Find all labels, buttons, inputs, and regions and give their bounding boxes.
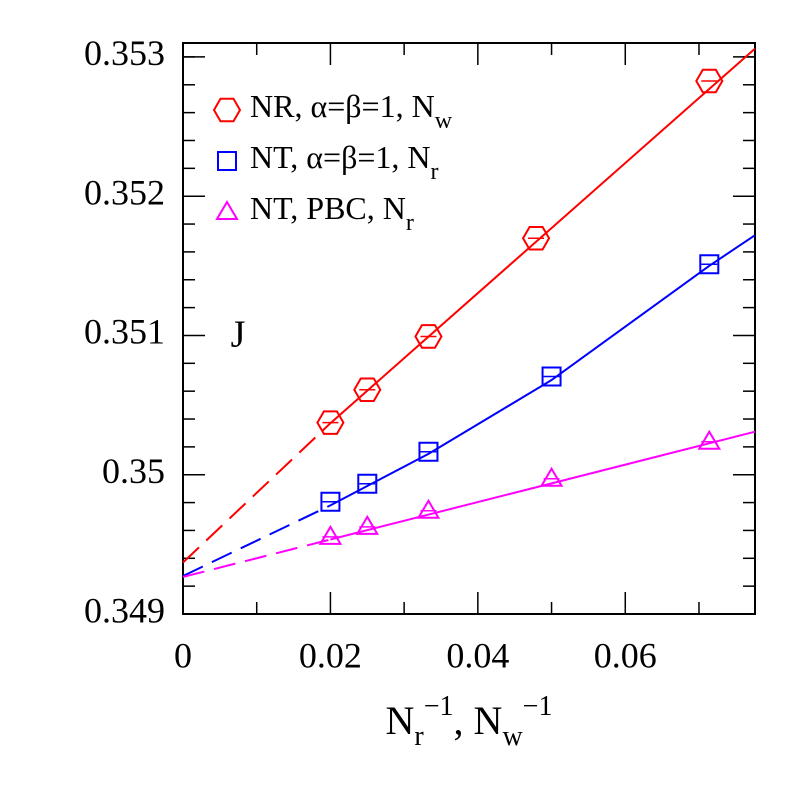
- fit-line: [182, 504, 331, 577]
- data-point: [320, 491, 341, 512]
- data-point: [699, 254, 720, 275]
- x-axis-label-part: w: [502, 721, 523, 752]
- x-axis-label-part: −1: [523, 691, 553, 722]
- y-tick-label: 0.352: [84, 172, 165, 212]
- data-point: [357, 473, 378, 494]
- x-tick-label: 0.06: [594, 635, 657, 675]
- fit-line: [329, 234, 756, 507]
- x-tick-label: 0: [174, 635, 192, 675]
- x-axis-label-part: −1: [424, 691, 454, 722]
- legend-marker: [217, 151, 237, 171]
- x-tick-label: 0.04: [446, 635, 509, 675]
- x-axis-label: Nr−1, Nw−1: [386, 691, 553, 752]
- legend-name: NR, α=β=1, N: [250, 88, 435, 124]
- legend-label: NR, α=β=1, Nw: [250, 88, 453, 133]
- data-point: [539, 466, 564, 487]
- legend-subscript: w: [435, 108, 453, 134]
- fit-line: [182, 538, 331, 578]
- y-tick-label: 0.353: [84, 33, 165, 73]
- data-point: [697, 429, 722, 450]
- data-point: [416, 498, 441, 519]
- data-point: [318, 524, 343, 545]
- data-point: [414, 324, 443, 349]
- legend-subscript: r: [431, 159, 439, 185]
- legend-name: NT, PBC, N: [250, 190, 406, 226]
- fit-line: [329, 47, 756, 424]
- data-point: [316, 410, 345, 435]
- legend-marker: [212, 97, 242, 123]
- legend-subscript: r: [406, 210, 414, 236]
- data-point: [355, 514, 380, 535]
- plot-frame: [182, 42, 756, 615]
- data-point: [521, 225, 551, 251]
- y-tick-label: 0.349: [84, 590, 165, 630]
- legend-marker: [215, 200, 239, 220]
- x-axis-label-part: , N: [454, 698, 503, 743]
- legend-label: NT, α=β=1, Nr: [250, 139, 439, 184]
- x-axis-label-part: r: [414, 721, 424, 752]
- annotation: J: [231, 314, 246, 356]
- fit-line: [182, 422, 332, 564]
- y-tick-label: 0.35: [102, 451, 165, 491]
- y-tick-label: 0.351: [84, 312, 165, 352]
- legend-name: NT, α=β=1, N: [250, 139, 431, 175]
- legend-label: NT, PBC, Nr: [250, 190, 414, 235]
- x-axis-label-part: N: [386, 698, 415, 743]
- data-point: [541, 366, 562, 387]
- data-point: [418, 441, 439, 462]
- data-point: [695, 68, 724, 94]
- data-point: [353, 377, 382, 403]
- x-tick-label: 0.02: [299, 635, 362, 675]
